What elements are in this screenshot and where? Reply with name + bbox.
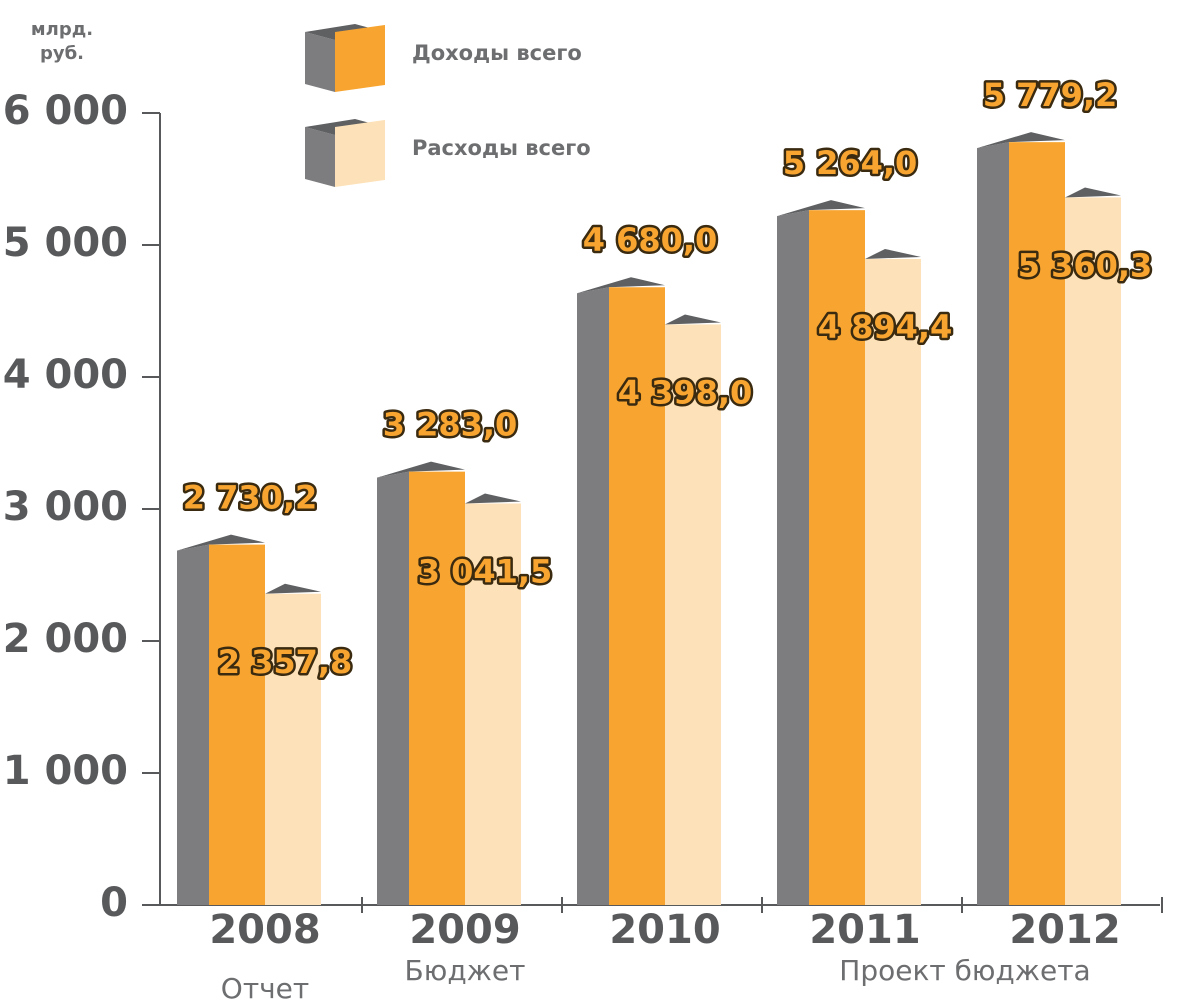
bar-side	[177, 544, 209, 905]
value-label: 3 041,5	[418, 553, 553, 591]
bar-top	[265, 583, 321, 594]
legend-swatch	[335, 24, 385, 93]
y-tick-label: 4 000	[3, 352, 128, 398]
bar-top	[1065, 187, 1121, 198]
bar	[409, 471, 465, 905]
x-tick-label: 2012	[1009, 907, 1120, 953]
value-label: 5 779,2	[983, 76, 1118, 114]
y-tick-label: 3 000	[3, 484, 128, 530]
bar-top	[865, 248, 921, 259]
y-tick-label: 1 000	[3, 748, 128, 794]
legend-swatch	[335, 119, 385, 188]
legend-label: Расходы всего	[412, 136, 591, 160]
y-tick-label: 6 000	[3, 88, 128, 134]
bar	[609, 287, 665, 905]
bar-top	[465, 493, 521, 504]
value-label: 5 264,0	[783, 144, 918, 182]
value-label: 4 894,4	[818, 308, 953, 346]
bar	[1009, 142, 1065, 905]
annotation: Бюджет	[405, 954, 526, 987]
bar	[665, 324, 721, 905]
bar	[209, 544, 265, 905]
unit-label: руб.	[40, 43, 84, 64]
value-label: 2 730,2	[183, 479, 318, 517]
bar	[1065, 197, 1121, 905]
value-label: 5 360,3	[1018, 246, 1153, 284]
unit-label: млрд.	[31, 19, 93, 40]
bar-top	[377, 461, 465, 478]
x-tick-label: 2010	[609, 907, 720, 953]
bar-top	[577, 277, 665, 294]
value-label: 4 398,0	[618, 373, 753, 411]
bar-top	[777, 200, 865, 217]
bar-top	[977, 132, 1065, 149]
annotation: Проект бюджета	[839, 954, 1090, 987]
bar	[865, 258, 921, 905]
bar-side	[377, 471, 409, 905]
x-tick-label: 2008	[209, 907, 320, 953]
bar-top	[177, 534, 265, 551]
bar-side	[777, 210, 809, 906]
bar	[465, 503, 521, 905]
y-tick-label: 2 000	[3, 616, 128, 662]
value-label: 3 283,0	[383, 406, 518, 444]
annotation: Отчет	[221, 972, 309, 1005]
value-label: 4 680,0	[583, 221, 718, 259]
bar	[809, 210, 865, 906]
value-label: 2 357,8	[218, 643, 353, 681]
bar	[265, 593, 321, 905]
bar-top	[665, 314, 721, 325]
y-tick-label: 5 000	[3, 220, 128, 266]
x-tick-label: 2009	[409, 907, 520, 953]
legend-label: Доходы всего	[412, 41, 582, 65]
x-tick-label: 2011	[809, 907, 920, 953]
bar-side	[977, 142, 1009, 905]
y-tick-label: 0	[100, 880, 128, 926]
legend-side	[305, 32, 335, 92]
bar-side	[577, 287, 609, 905]
legend-side	[305, 127, 335, 187]
